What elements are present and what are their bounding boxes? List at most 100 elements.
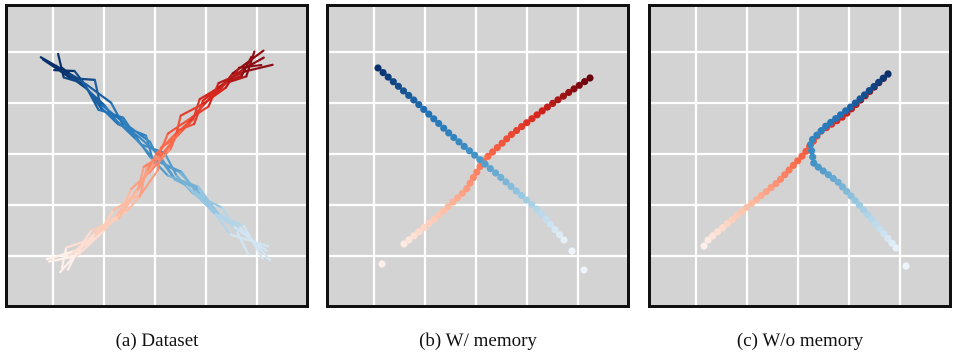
red-trajectory-point (798, 152, 806, 160)
red-trajectory-point (757, 192, 765, 200)
red-trajectory-point (738, 208, 746, 216)
red-trajectory-segment (75, 228, 106, 258)
blue-trajectories (39, 52, 272, 262)
caption-with-memory: (b) W/ memory (419, 330, 537, 351)
red-trajectory-segment (75, 229, 93, 254)
blue-trajectory-point (851, 197, 859, 205)
red-trajectory-point (723, 220, 731, 228)
red-trajectory-point (581, 78, 589, 86)
red-trajectory-point (466, 179, 474, 187)
blue-trajectory-point (471, 151, 479, 159)
red-trajectory-point (704, 236, 712, 244)
red-trajectory-point (454, 194, 462, 202)
red-trajectory-point (469, 174, 477, 182)
blue-trajectory-segment (215, 213, 245, 227)
red-trajectory-point (503, 135, 511, 143)
panel-dataset: (a) Dataset (5, 0, 309, 358)
red-trajectory-point (533, 111, 541, 119)
blue-trajectory-point (420, 105, 428, 113)
red-trajectory-point (714, 228, 722, 236)
blue-trajectory-point (465, 147, 474, 155)
red-trajectory-point (752, 196, 760, 204)
blue-trajectory-point (884, 234, 892, 243)
blue-trajectory-point (502, 178, 510, 186)
blue-trajectory-point (481, 160, 489, 168)
blue-trajectory-point (843, 187, 851, 195)
red-trajectory-segment (188, 103, 206, 123)
red-trajectory-point (762, 188, 770, 196)
blue-trajectory-point (822, 122, 830, 130)
blue-trajectory-segment (134, 137, 156, 162)
red-trajectory-point (518, 123, 526, 131)
red-trajectory-segment (117, 188, 140, 220)
red-trajectory-point (415, 228, 423, 236)
blue-trajectory-segment (120, 118, 137, 140)
blue-trajectory-point (865, 87, 873, 95)
red-trajectory-point (439, 207, 448, 215)
red-trajectory-segment (226, 74, 243, 83)
blue-trajectory-point (425, 110, 433, 118)
red-trajectory-point (444, 202, 452, 211)
blue-trajectory-point (379, 69, 387, 77)
blue-trajectory-point (819, 167, 827, 175)
blue-trajectory-segment (41, 58, 72, 80)
blue-trajectory-segment (174, 178, 188, 187)
red-trajectory-point (425, 219, 433, 228)
red-trajectory-segment (166, 115, 194, 135)
red-trajectory-segment (217, 70, 247, 85)
blue-trajectory-point (455, 138, 463, 146)
blue-trajectory-segment (80, 79, 104, 112)
red-trajectory-point (513, 126, 521, 135)
red-trajectory-segment (45, 249, 76, 261)
red-trajectory-segment (238, 63, 263, 69)
red-trajectory-segment (90, 217, 120, 232)
blue-trajectory-point (374, 64, 382, 72)
red-trajectory-point (489, 148, 497, 156)
blue-trajectory-point (860, 206, 868, 214)
red-trajectory-point (430, 215, 438, 223)
red-trajectory-point (549, 99, 557, 107)
blue-trajectory-point (568, 247, 576, 255)
red-trajectory-point (420, 224, 428, 232)
blue-trajectory-point (879, 74, 887, 82)
blue-trajectory-point (875, 78, 883, 86)
blue-trajectory-point (834, 178, 842, 186)
plot-dataset (5, 4, 309, 308)
blue-trajectory-point (533, 205, 541, 213)
blue-trajectory-segment (93, 78, 102, 109)
blue-trajectory-point (892, 244, 900, 252)
plot-with-memory (326, 4, 630, 308)
blue-trajectory-point (814, 163, 822, 171)
blue-trajectory-point (580, 266, 588, 274)
red-trajectory-point (718, 224, 727, 232)
blue-trajectory-point (902, 262, 910, 270)
red-trajectory-point (802, 147, 810, 155)
blue-trajectory-point (523, 196, 531, 204)
red-trajectory-point (378, 260, 386, 268)
blue-trajectory-point (872, 220, 880, 228)
blue-trajectory-point (507, 182, 515, 191)
blue-trajectory-point (394, 82, 402, 90)
red-trajectory-point (463, 185, 471, 193)
red-trajectory-point (709, 232, 717, 240)
red-trajectory-point (554, 96, 562, 104)
red-trajectory-segment (66, 251, 78, 271)
blue-trajectory-point (837, 111, 845, 119)
blue-trajectory-point (445, 129, 453, 137)
plot-frame (5, 4, 309, 308)
blue-trajectory-point (876, 225, 884, 233)
blue-trajectory-point (555, 231, 564, 239)
red-trajectory-point (733, 212, 741, 220)
blue-trajectory-point (512, 187, 520, 195)
blue-trajectory-point (868, 215, 876, 223)
blue-trajectory-point (405, 91, 413, 99)
red-trajectory-point (528, 115, 536, 123)
red-trajectory-point (781, 171, 789, 179)
red-trajectory-point (400, 240, 408, 248)
blue-trajectory-point (399, 87, 408, 95)
red-trajectory-point (785, 166, 793, 174)
blue-trajectory-point (855, 201, 863, 209)
red-trajectory-point (493, 144, 501, 152)
blue-trajectory-point (440, 124, 448, 132)
blue-trajectory-point (546, 220, 555, 229)
